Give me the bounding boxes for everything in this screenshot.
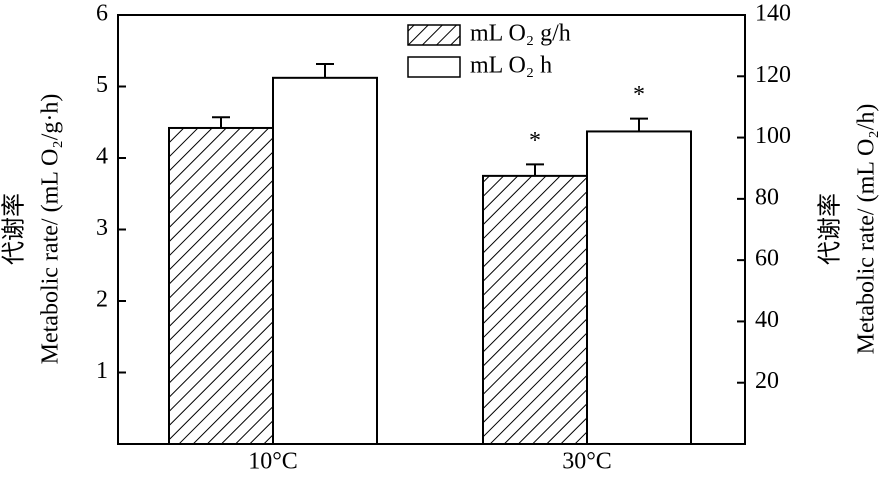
annotation: * — [633, 82, 645, 108]
bar — [168, 126, 274, 445]
x-tick-label: 10°C — [248, 449, 298, 475]
error-bar — [212, 116, 230, 128]
y-axis-label: Metabolic rate/ (mL O₂/g·h) — [38, 94, 64, 365]
y2-tick-label: 40 — [755, 307, 779, 333]
x-tick-label: 30°C — [562, 449, 612, 475]
legend-swatch — [407, 24, 461, 46]
annotation: * — [529, 128, 541, 154]
y2-tick-label: 80 — [755, 184, 779, 210]
y-tick-label: 1 — [96, 358, 108, 384]
legend-label: mL O₂ g/h — [470, 21, 571, 47]
bar — [586, 130, 692, 445]
legend-swatch — [407, 56, 461, 78]
error-bar — [526, 163, 544, 176]
y2-tick-label: 120 — [755, 62, 791, 88]
y2-tick-label: 20 — [755, 368, 779, 394]
y-tick-label: 3 — [96, 215, 108, 241]
legend-label: mL O₂ h — [470, 53, 552, 79]
y2-tick-label: 100 — [755, 123, 791, 149]
y2-axis-label: Metabolic rate/ (mL O₂/h) — [854, 104, 880, 355]
error-bar — [630, 117, 648, 132]
y-tick-label: 2 — [96, 287, 108, 313]
y2-axis-label: 代谢率 — [817, 193, 844, 265]
y2-tick-label: 60 — [755, 246, 779, 272]
bar — [482, 174, 588, 445]
y2-tick-label: 140 — [755, 1, 791, 27]
y-axis-label: 代谢率 — [1, 193, 28, 265]
error-bar — [316, 63, 334, 78]
y-tick-label: 6 — [96, 1, 108, 27]
y-tick-label: 4 — [96, 144, 108, 170]
bar — [272, 76, 378, 445]
y-tick-label: 5 — [96, 72, 108, 98]
